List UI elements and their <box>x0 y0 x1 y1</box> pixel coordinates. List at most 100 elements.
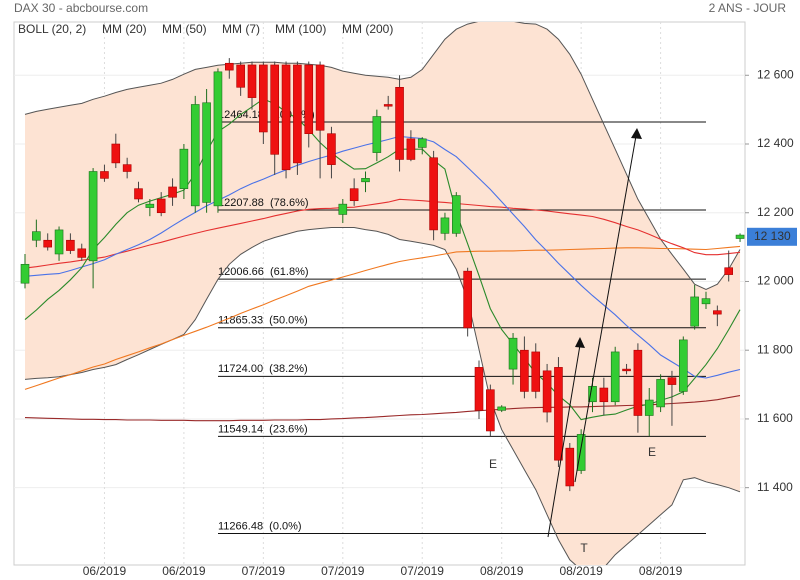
candle-body <box>372 116 382 153</box>
candle-body <box>168 186 177 198</box>
candle-body <box>656 379 665 408</box>
legend-entry: MM (100) <box>275 22 326 36</box>
candle-body <box>111 143 121 164</box>
candle-body <box>32 231 41 241</box>
x-tick-label: 07/2019 <box>401 564 445 578</box>
legend-entry: MM (7) <box>222 22 260 36</box>
fib-label: 11724.00 (38.2%) <box>218 363 308 375</box>
plot-frame <box>13 21 746 566</box>
y-tick-label: 12 400 <box>757 136 794 150</box>
candle-body <box>134 188 143 200</box>
candle-body <box>417 138 427 148</box>
candle-body <box>213 71 223 207</box>
legend-entry: MM (20) <box>102 22 147 36</box>
x-tick-label: 07/2019 <box>242 564 286 578</box>
candle-body <box>66 239 75 251</box>
x-tick-label: 08/2019 <box>480 564 524 578</box>
candle-body <box>622 368 631 372</box>
last-price-label: 12 130 <box>754 229 791 243</box>
legend-entry: MM (50) <box>162 22 207 36</box>
candle-body <box>610 351 620 403</box>
y-tick-label: 11 800 <box>757 342 793 356</box>
candle-body <box>270 64 280 155</box>
candle-body <box>236 64 245 88</box>
annotation: E <box>489 457 497 471</box>
candle-body <box>576 434 586 471</box>
candle-body <box>156 198 166 214</box>
candle-body <box>599 387 609 403</box>
candle-body <box>474 367 484 411</box>
overlay: E E T <box>489 128 656 555</box>
candle-body <box>349 188 359 202</box>
candle-body <box>202 102 211 203</box>
candle-body <box>678 339 688 392</box>
plot: 12464.18 (100.0%)12207.88 (78.6%)12006.6… <box>14 22 745 565</box>
arrow-head <box>575 337 585 348</box>
candle-body <box>565 447 575 487</box>
ma-line <box>24 245 741 390</box>
candle-body <box>633 349 643 416</box>
candle-body <box>429 157 438 231</box>
candle-body <box>225 62 234 71</box>
y-tick-label: 12 000 <box>757 274 794 288</box>
y-tick-label: 11 600 <box>757 411 793 425</box>
fib-label: 11865.33 (50.0%) <box>218 315 308 327</box>
candle-body <box>43 239 53 248</box>
legend-entry: MM (200) <box>342 22 393 36</box>
candle-body <box>690 296 699 327</box>
y-tick-label: 11 400 <box>757 480 793 494</box>
x-tick-label: 08/2019 <box>639 564 683 578</box>
candle-body <box>554 367 563 461</box>
candle-body <box>735 234 745 239</box>
candle-body <box>259 64 268 133</box>
candle-body <box>667 377 677 385</box>
ma-line <box>24 135 741 379</box>
candle-body <box>383 104 393 107</box>
candle-body <box>122 164 132 172</box>
arrow-head <box>631 128 642 139</box>
candle-body <box>293 64 302 164</box>
candle-body <box>406 138 416 160</box>
x-tick-label: 06/2019 <box>83 564 127 578</box>
candle-body <box>327 133 336 165</box>
trend-arrow <box>574 135 637 483</box>
band-upper <box>24 22 741 290</box>
candle-body <box>247 64 257 98</box>
fib-label: 11549.14 (23.6%) <box>218 423 308 435</box>
legend-entry: BOLL (20, 2) <box>18 22 86 36</box>
chart-title: DAX 30 - abcbourse.com <box>14 1 148 15</box>
candle-body <box>497 406 507 411</box>
candle-body <box>100 171 109 179</box>
candle-body <box>520 349 529 392</box>
candle-body <box>724 267 734 275</box>
candle-body <box>338 203 348 215</box>
last-price-box <box>747 227 797 246</box>
annotation: E <box>648 445 656 459</box>
candle-body <box>20 263 30 284</box>
fib-label: 12207.88 (78.6%) <box>218 197 309 209</box>
x-tick-label: 07/2019 <box>321 564 365 578</box>
candle-body <box>451 195 461 234</box>
candle-body <box>440 217 450 234</box>
candle-body <box>88 171 98 262</box>
candle-body <box>542 370 552 413</box>
candle-body <box>145 203 155 208</box>
candle-body <box>508 337 518 370</box>
band-fill <box>25 22 741 565</box>
candle-body <box>315 64 325 131</box>
band-lower <box>24 227 741 565</box>
candle-body <box>190 104 200 207</box>
candle-body <box>644 399 654 416</box>
candle-body <box>395 86 404 160</box>
candle-body <box>304 64 314 134</box>
ma-line <box>24 98 741 421</box>
annotation: T <box>580 541 588 555</box>
y-tick-label: 12 200 <box>757 205 794 219</box>
candle-body <box>486 389 495 432</box>
trend-arrow <box>547 344 581 538</box>
candle-body <box>531 351 541 392</box>
candle-body <box>463 270 472 329</box>
candle-body <box>54 229 64 255</box>
